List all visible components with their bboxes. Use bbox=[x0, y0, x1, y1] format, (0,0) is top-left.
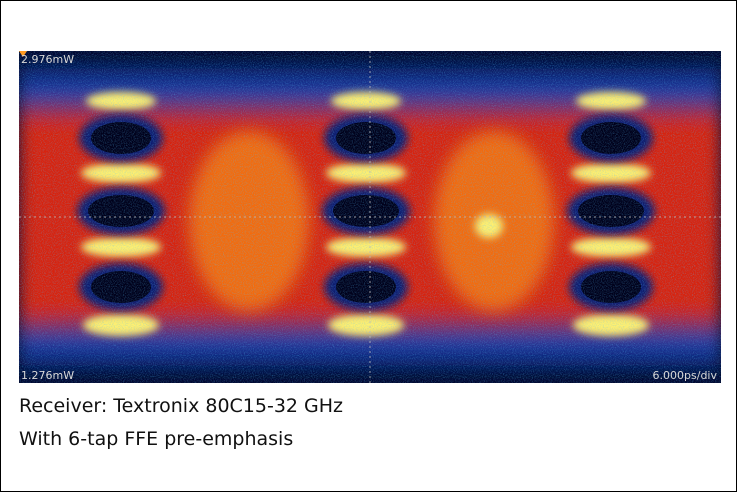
caption-line: With 6-tap FFE pre-emphasis bbox=[19, 428, 293, 450]
eye-diagram: 2.976mW 1.276mW 6.000ps/div bbox=[19, 51, 721, 383]
bottom-level-label: 1.276mW bbox=[21, 369, 74, 382]
caption-line: Receiver: Textronix 80C15-32 GHz bbox=[19, 395, 343, 417]
figure: 2.976mW 1.276mW 6.000ps/div Receiver: Te… bbox=[0, 0, 737, 492]
timebase-label: 6.000ps/div bbox=[653, 369, 718, 382]
top-level-label: 2.976mW bbox=[21, 53, 74, 66]
